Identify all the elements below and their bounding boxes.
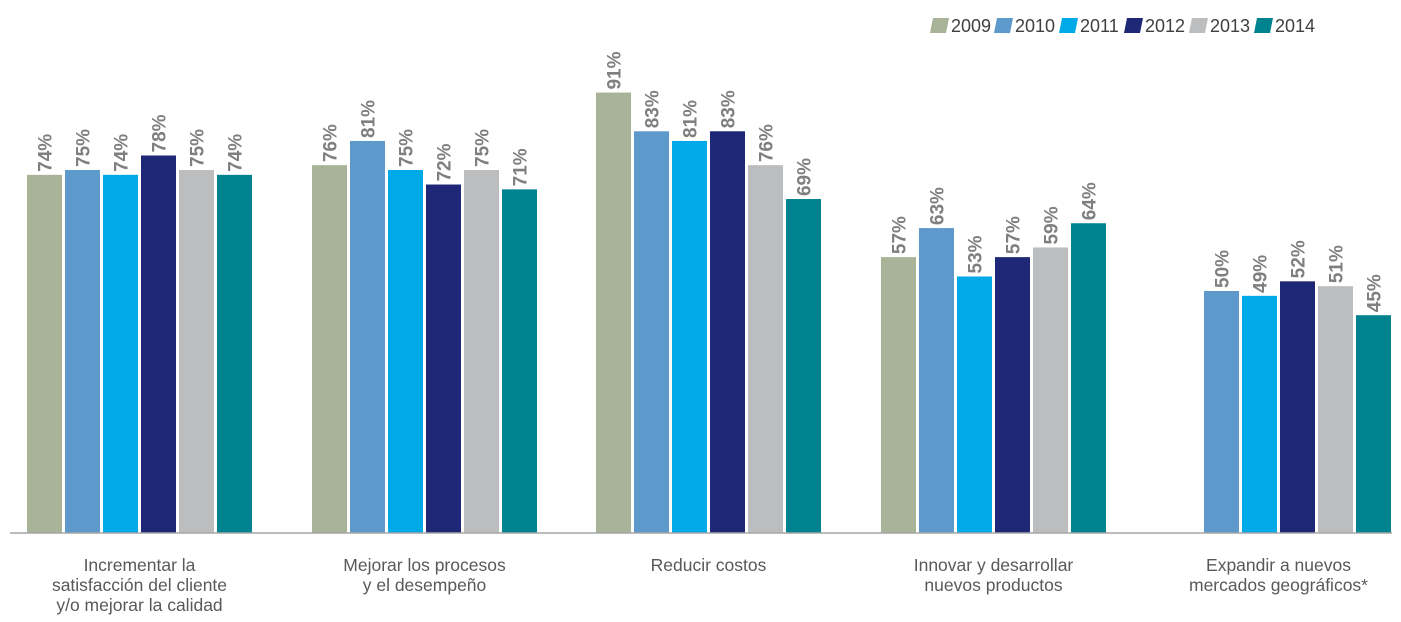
- bar-2011-cat4: [957, 276, 992, 533]
- category-label-4: Innovar y desarrollar nuevos productos: [914, 555, 1074, 595]
- legend-swatch-2011: [1059, 18, 1078, 33]
- category-label-3: Reducir costos: [651, 555, 767, 575]
- value-labels: 74% 75% 74% 78% 75% 74% 76% 81% 75% 72% 75% 71% 91% 8…: [36, 51, 1386, 312]
- value-label-2012-cat3: 83%: [719, 90, 740, 128]
- bar-2009-cat1: [27, 174, 62, 533]
- bar-2010-cat4: [919, 228, 954, 533]
- value-label-2012-cat4: 57%: [1004, 216, 1025, 254]
- bar-2010-cat3: [634, 131, 669, 533]
- value-label-2011-cat5: 49%: [1251, 255, 1272, 293]
- bar-2009-cat4: [881, 257, 916, 533]
- bar-2013-cat1: [179, 170, 214, 533]
- category-labels: Incrementar la satisfacción del cliente y/…: [52, 555, 1368, 615]
- bar-2013-cat2: [464, 170, 499, 533]
- bar-2012-cat2: [426, 184, 461, 533]
- value-label-2013-cat5: 51%: [1327, 245, 1348, 283]
- bar-2009-cat3: [596, 92, 631, 533]
- bar-2010-cat5: [1204, 291, 1239, 533]
- value-label-2014-cat4: 64%: [1080, 182, 1101, 220]
- value-label-2009-cat1: 74%: [36, 134, 57, 172]
- bar-2012-cat3: [710, 131, 745, 533]
- value-label-2010-cat1: 75%: [74, 129, 95, 167]
- legend-swatch-2012: [1124, 18, 1143, 33]
- bar-2010-cat1: [65, 170, 100, 533]
- legend-label-2011: 2011: [1080, 16, 1119, 36]
- category-label-5: Expandir a nuevos mercados geográficos*: [1189, 555, 1368, 595]
- legend-swatch-2013: [1189, 18, 1208, 33]
- bar-2014-cat3: [786, 199, 821, 534]
- bar-2013-cat3: [748, 165, 783, 533]
- value-label-2009-cat2: 76%: [321, 124, 342, 162]
- value-label-2014-cat3: 69%: [795, 158, 816, 196]
- bar-2010-cat2: [350, 140, 385, 533]
- value-label-2012-cat2: 72%: [435, 143, 456, 181]
- bar-2011-cat1: [103, 174, 138, 533]
- category-label-2: Mejorar los procesos y el desempeño: [343, 555, 506, 595]
- bar-2011-cat5: [1242, 295, 1277, 533]
- bar-2014-cat4: [1071, 223, 1106, 534]
- value-label-2010-cat4: 63%: [928, 187, 949, 225]
- value-label-2009-cat4: 57%: [890, 216, 911, 254]
- value-label-2011-cat4: 53%: [966, 235, 987, 273]
- bar-2012-cat5: [1280, 281, 1315, 533]
- bar-2012-cat4: [995, 257, 1030, 533]
- value-label-2010-cat5: 50%: [1213, 250, 1234, 288]
- value-label-2012-cat5: 52%: [1289, 240, 1310, 278]
- bar-2009-cat2: [312, 165, 347, 533]
- legend-swatch-2009: [930, 18, 949, 33]
- legend-swatch-2010: [994, 18, 1013, 33]
- value-label-2011-cat2: 75%: [397, 129, 418, 167]
- value-label-2014-cat2: 71%: [511, 148, 532, 186]
- bar-2011-cat2: [388, 170, 423, 533]
- value-label-2010-cat2: 81%: [359, 100, 380, 138]
- bar-2014-cat2: [502, 189, 537, 534]
- value-label-2013-cat3: 76%: [757, 124, 778, 162]
- legend-label-2012: 2012: [1145, 16, 1185, 36]
- value-label-2013-cat2: 75%: [473, 129, 494, 167]
- legend-label-2013: 2013: [1210, 16, 1250, 36]
- bar-2014-cat5: [1356, 315, 1391, 533]
- chart-legend: 2009 2010 2011 2012 2013 2014: [930, 16, 1315, 36]
- legend-label-2014: 2014: [1275, 16, 1315, 36]
- value-label-2010-cat3: 83%: [643, 90, 664, 128]
- value-label-2012-cat1: 78%: [150, 114, 171, 152]
- bar-2013-cat4: [1033, 247, 1068, 533]
- value-label-2011-cat1: 74%: [112, 134, 133, 172]
- category-label-1: Incrementar la satisfacción del cliente y/…: [52, 555, 227, 615]
- bar-2011-cat3: [672, 140, 707, 533]
- bar-2014-cat1: [217, 174, 252, 533]
- legend-label-2010: 2010: [1015, 16, 1055, 36]
- value-label-2009-cat3: 91%: [605, 51, 626, 89]
- bar-2012-cat1: [141, 155, 176, 534]
- value-label-2011-cat3: 81%: [681, 100, 702, 138]
- value-label-2013-cat4: 59%: [1042, 206, 1063, 244]
- legend-swatch-2014: [1254, 18, 1273, 33]
- value-label-2014-cat1: 74%: [226, 134, 247, 172]
- bar-2013-cat5: [1318, 286, 1353, 533]
- chart-bars: [27, 92, 1391, 534]
- value-label-2014-cat5: 45%: [1365, 274, 1386, 312]
- legend-label-2009: 2009: [951, 16, 991, 36]
- value-label-2013-cat1: 75%: [188, 129, 209, 167]
